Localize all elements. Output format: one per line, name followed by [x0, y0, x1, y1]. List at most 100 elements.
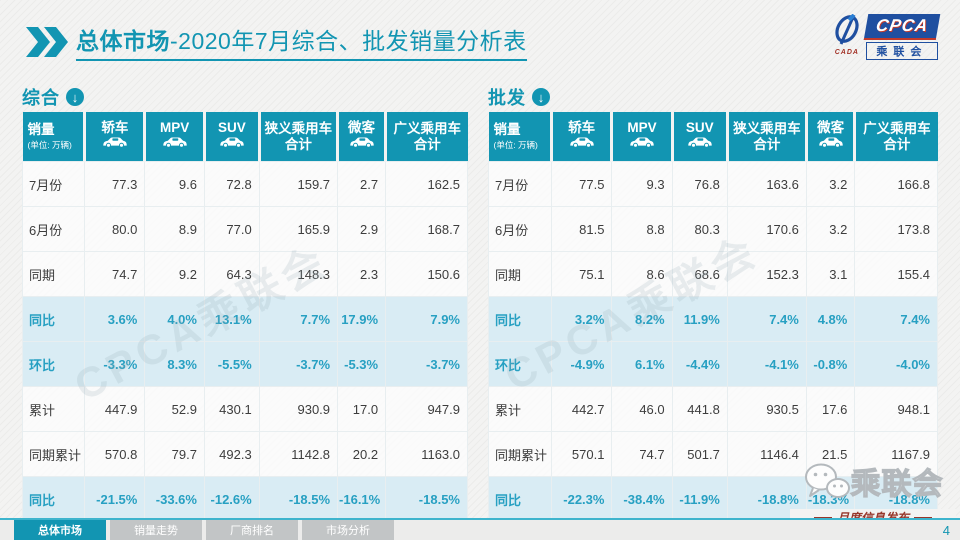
value-cell: 930.9 — [258, 386, 339, 432]
column-header-label-line2: 合计 — [883, 136, 911, 152]
column-header: SUV — [672, 112, 729, 162]
value-cell: 7.7% — [258, 296, 339, 342]
value-cell: 165.9 — [258, 206, 339, 252]
value-cell: 430.1 — [203, 386, 260, 432]
page-title-bold: 总体市场 — [76, 28, 170, 54]
column-header-label: 广义乘用车 — [393, 120, 462, 136]
section-title: 批发 — [488, 88, 526, 108]
column-header: 广义乘用车 合计 — [854, 112, 938, 162]
page-title: 总体市场-2020年7月综合、批发销量分析表 — [76, 22, 527, 61]
row-label-cell: 同期 — [488, 251, 552, 297]
value-cell: 74.7 — [84, 251, 146, 297]
value-cell: 76.8 — [671, 161, 728, 207]
section-zonghe: 综合 ↓ 销量 (单位: 万辆) 轿车 MPV SUV 狭义乘用车 合计 微客 广义乘用车 合计 7… — [21, 86, 468, 522]
table-row: 同比 -21.5% -33.6% -12.6% -18.5% -16.1% -18.5% — [21, 476, 468, 522]
tab-market-analysis[interactable]: 市场分析 — [302, 520, 394, 540]
table-row: 7月份 77.3 9.6 72.8 159.7 2.7 162.5 — [21, 161, 468, 207]
row-label-cell: 同期累计 — [21, 431, 86, 477]
section-title: 综合 — [22, 88, 60, 108]
row-label-cell: 累计 — [488, 386, 552, 432]
cpca-emblem-icon: CADA — [832, 13, 862, 56]
value-cell: -4.4% — [671, 341, 728, 387]
value-cell: 1146.4 — [726, 431, 807, 477]
cpca-wordmark: CPCA — [863, 14, 941, 40]
value-cell: -4.9% — [550, 341, 613, 387]
down-arrow-icon: ↓ — [532, 88, 550, 106]
value-cell: -38.4% — [611, 476, 673, 522]
table-row: 同期 75.1 8.6 68.6 152.3 3.1 155.4 — [488, 251, 938, 297]
table-row: 环比 -3.3% 8.3% -5.5% -3.7% -5.3% -3.7% — [21, 341, 468, 387]
row-label-cell: 同期累计 — [488, 431, 552, 477]
value-cell: 8.8 — [611, 206, 673, 252]
table-row: 同比 3.6% 4.0% 13.1% 7.7% 17.9% 7.9% — [21, 296, 468, 342]
value-cell: 148.3 — [258, 251, 339, 297]
value-cell: 2.3 — [337, 251, 387, 297]
column-header-label: 狭义乘用车 — [264, 120, 333, 136]
value-cell: 441.8 — [671, 386, 728, 432]
column-header: MPV — [611, 112, 674, 162]
down-arrow-icon: ↓ — [66, 88, 84, 106]
value-cell: -18.8% — [726, 476, 807, 522]
value-cell: -12.6% — [203, 476, 260, 522]
column-header: 微客 — [337, 112, 388, 162]
value-cell: 166.8 — [854, 161, 938, 207]
car-icon — [349, 137, 374, 148]
value-cell: 17.6 — [805, 386, 856, 432]
column-header-label: 轿车 — [101, 119, 129, 135]
value-cell: 52.9 — [144, 386, 205, 432]
section-header: 综合 ↓ — [22, 86, 468, 108]
value-cell: 3.6% — [84, 296, 146, 342]
value-cell: -4.1% — [726, 341, 807, 387]
footer-nav: 总体市场 销量走势 厂商排名 市场分析 — [0, 520, 960, 540]
value-cell: 79.7 — [144, 431, 205, 477]
value-cell: 7.4% — [726, 296, 807, 342]
car-icon — [162, 137, 187, 148]
row-label-cell: 环比 — [488, 341, 552, 387]
value-cell: 68.6 — [671, 251, 728, 297]
tab-sales-trend[interactable]: 销量走势 — [110, 520, 202, 540]
row-label-cell: 7月份 — [488, 161, 552, 207]
value-cell: 8.3% — [144, 341, 205, 387]
column-header-label: SUV — [217, 119, 246, 135]
value-cell: 173.8 — [854, 206, 938, 252]
header-row: 销量 (单位: 万辆) 轿车 MPV SUV 狭义乘用车 合计 微客 广义乘用车 合计 — [22, 112, 468, 162]
value-cell: 570.1 — [550, 431, 613, 477]
value-cell: 159.7 — [258, 161, 339, 207]
tab-manufacturer-ranking[interactable]: 厂商排名 — [206, 520, 298, 540]
cada-label: CADA — [834, 49, 859, 56]
car-icon — [630, 137, 654, 148]
title-row: 总体市场-2020年7月综合、批发销量分析表 — [26, 22, 527, 61]
column-header-label: 微客 — [348, 119, 376, 135]
stamp-top: 乘联会 — [790, 462, 956, 507]
row-label-cell: 同比 — [488, 296, 552, 342]
car-icon — [569, 137, 594, 148]
column-header: 广义乘用车 合计 — [385, 112, 468, 162]
value-cell: 9.2 — [144, 251, 205, 297]
value-cell: 155.4 — [854, 251, 938, 297]
wechat-icon — [803, 462, 851, 507]
row-label-cell: 环比 — [21, 341, 86, 387]
column-header: 销量 (单位: 万辆) — [22, 112, 87, 162]
wechat-stamp: 乘联会 月度信息发布 — [790, 462, 956, 526]
zonghe-table: 销量 (单位: 万辆) 轿车 MPV SUV 狭义乘用车 合计 微客 广义乘用车 合计 7月份 77.… — [21, 112, 468, 522]
column-header-label: 销量 — [493, 122, 521, 138]
value-cell: 46.0 — [611, 386, 673, 432]
value-cell: 77.5 — [550, 161, 613, 207]
value-cell: 162.5 — [385, 161, 468, 207]
table-row: 累计 442.7 46.0 441.8 930.5 17.6 948.1 — [488, 386, 938, 432]
value-cell: 8.2% — [611, 296, 673, 342]
table-row: 6月份 80.0 8.9 77.0 165.9 2.9 168.7 — [21, 206, 468, 252]
tab-overall-market[interactable]: 总体市场 — [14, 520, 106, 540]
car-icon — [103, 137, 127, 148]
value-cell: 170.6 — [726, 206, 807, 252]
value-cell: 4.0% — [144, 296, 205, 342]
value-cell: 2.9 — [337, 206, 387, 252]
logo-wordmark-block: CPCA 乘联会 — [863, 14, 941, 60]
column-header: 微客 — [806, 112, 857, 162]
value-cell: 8.9 — [144, 206, 205, 252]
pifa-table: 销量 (单位: 万辆) 轿车 MPV SUV 狭义乘用车 合计 微客 广义乘用车 合计 7月份 77.… — [488, 112, 938, 522]
unit-note: (单位: 万辆) — [27, 139, 72, 150]
value-cell: 80.0 — [84, 206, 146, 252]
value-cell: -33.6% — [144, 476, 205, 522]
value-cell: 8.6 — [611, 251, 673, 297]
